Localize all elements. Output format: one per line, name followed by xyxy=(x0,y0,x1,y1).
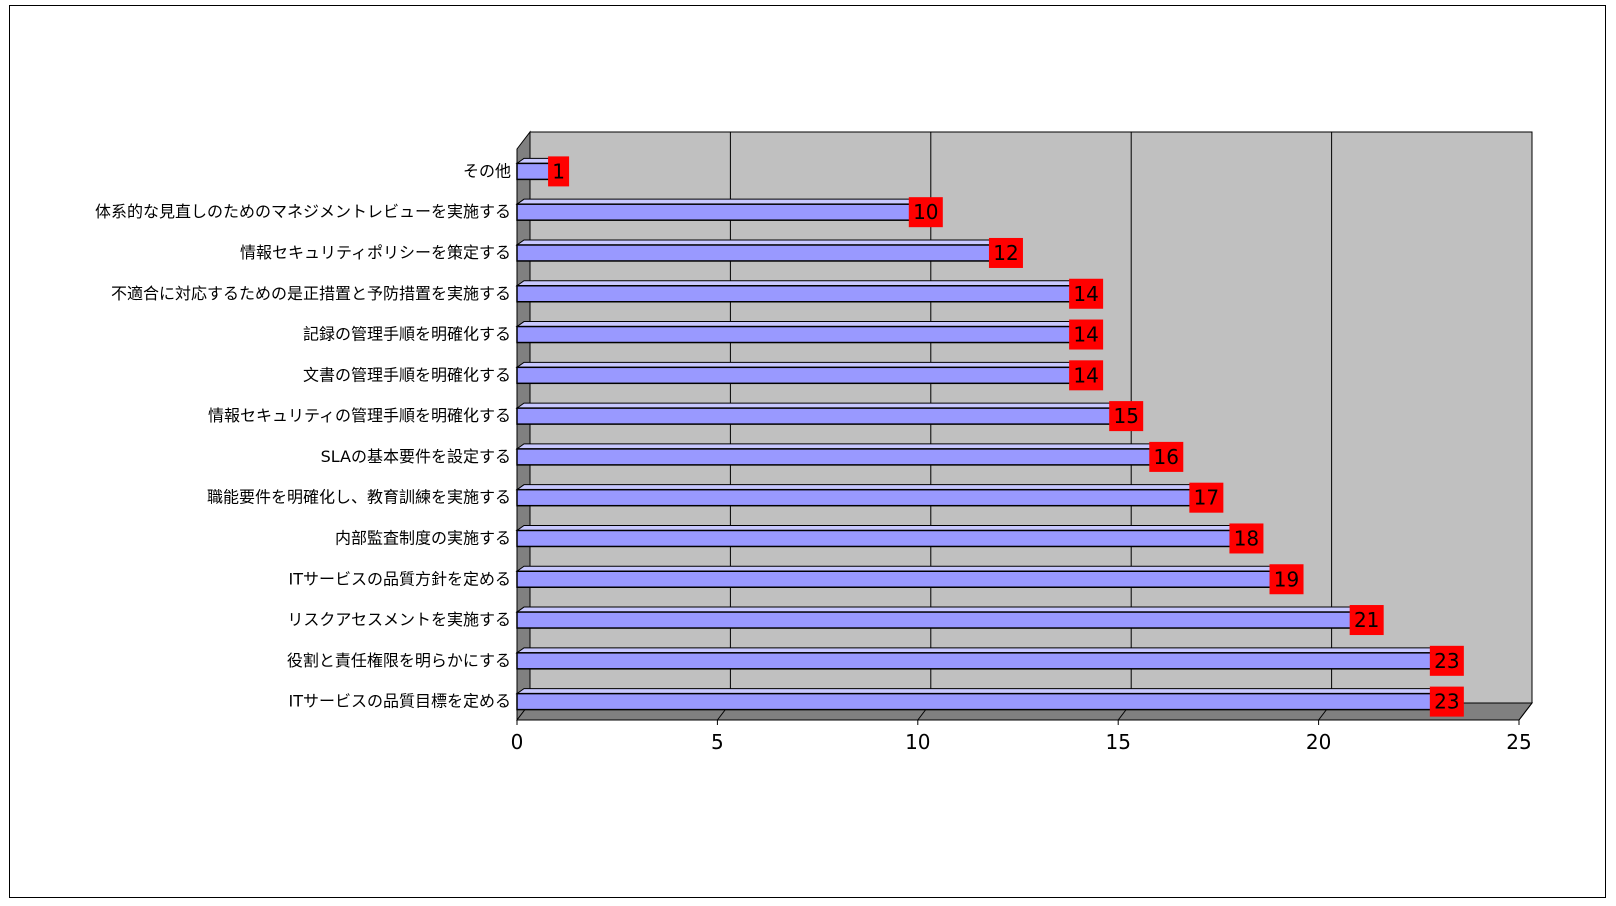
data-label: 14 xyxy=(1073,363,1098,387)
data-label: 23 xyxy=(1434,649,1459,673)
bar xyxy=(516,570,1280,588)
bar xyxy=(516,366,1079,385)
x-tick-label: 20 xyxy=(1306,730,1331,754)
data-label-box xyxy=(1229,523,1264,554)
category-label: ITサービスの品質目標を定める xyxy=(289,692,512,711)
category-label: その他 xyxy=(463,161,511,180)
data-label-box xyxy=(1349,605,1384,636)
category-label: 不適合に対応するための是正措置と予防措置を実施する xyxy=(111,284,511,303)
category-label: 体系的な見直しのためのマネジメントレビューを実施する xyxy=(95,202,511,221)
bar xyxy=(516,488,1200,507)
bar xyxy=(516,652,1440,670)
category-label: 情報セキュリティポリシーを策定する xyxy=(240,243,511,262)
data-label: 14 xyxy=(1073,282,1098,306)
data-label: 14 xyxy=(1073,323,1098,347)
bar xyxy=(516,448,1160,466)
category-label: 内部監査制度の実施する xyxy=(335,528,511,547)
x-tick-label: 15 xyxy=(1105,730,1130,754)
bar xyxy=(516,285,1079,303)
data-label: 23 xyxy=(1434,690,1459,714)
data-label-box xyxy=(1149,441,1184,472)
data-label: 10 xyxy=(913,200,938,224)
category-label: 記録の管理手順を明確化する xyxy=(303,325,511,344)
x-floor-gridline xyxy=(1518,702,1533,721)
data-label-box xyxy=(988,237,1023,268)
data-label: 16 xyxy=(1154,445,1179,469)
bar xyxy=(516,407,1119,425)
data-label: 21 xyxy=(1354,608,1379,632)
chart-frame: 0 5 10 15 20 25 1 その他 10 体系的な見直しのためのマネジメントレビューを実施… xyxy=(9,5,1606,898)
bar-chart: 0 5 10 15 20 25 1 その他 10 体系的な見直しのためのマネジメントレビューを実施… xyxy=(95,130,1534,754)
x-tick-label: 0 xyxy=(511,730,524,754)
data-label-box xyxy=(1269,564,1304,595)
category-label: SLAの基本要件を設定する xyxy=(321,447,511,466)
bar xyxy=(516,203,919,221)
data-label-box xyxy=(1069,360,1104,391)
category-label: 職能要件を明確化し、教育訓練を実施する xyxy=(207,488,511,507)
data-label-box xyxy=(908,197,943,228)
category-label: 役割と責任権限を明らかにする xyxy=(287,651,511,670)
data-label: 1 xyxy=(552,159,565,183)
data-label: 12 xyxy=(993,241,1018,265)
bar xyxy=(516,611,1360,629)
data-label-box xyxy=(1429,645,1464,676)
x-tick-label: 25 xyxy=(1506,730,1531,754)
data-label-box xyxy=(1109,401,1144,432)
category-label: リスクアセスメントを実施する xyxy=(287,610,511,629)
category-label: ITサービスの品質方針を定める xyxy=(289,569,512,588)
data-label-box xyxy=(1069,319,1104,350)
data-label: 15 xyxy=(1113,404,1138,428)
bar xyxy=(516,692,1440,711)
bar xyxy=(516,325,1079,344)
data-label-box xyxy=(1429,686,1464,717)
bar xyxy=(516,529,1240,548)
bar xyxy=(516,244,999,262)
x-tick-label: 5 xyxy=(711,730,724,754)
data-label-box xyxy=(548,156,570,187)
data-label: 19 xyxy=(1274,567,1299,591)
data-label-box xyxy=(1189,482,1224,513)
data-label: 18 xyxy=(1234,526,1259,550)
data-label-box xyxy=(1069,278,1104,309)
x-tick-label: 10 xyxy=(905,730,930,754)
category-label: 文書の管理手順を明確化する xyxy=(303,365,511,384)
data-label: 17 xyxy=(1194,486,1219,510)
category-label: 情報セキュリティの管理手順を明確化する xyxy=(208,406,511,425)
